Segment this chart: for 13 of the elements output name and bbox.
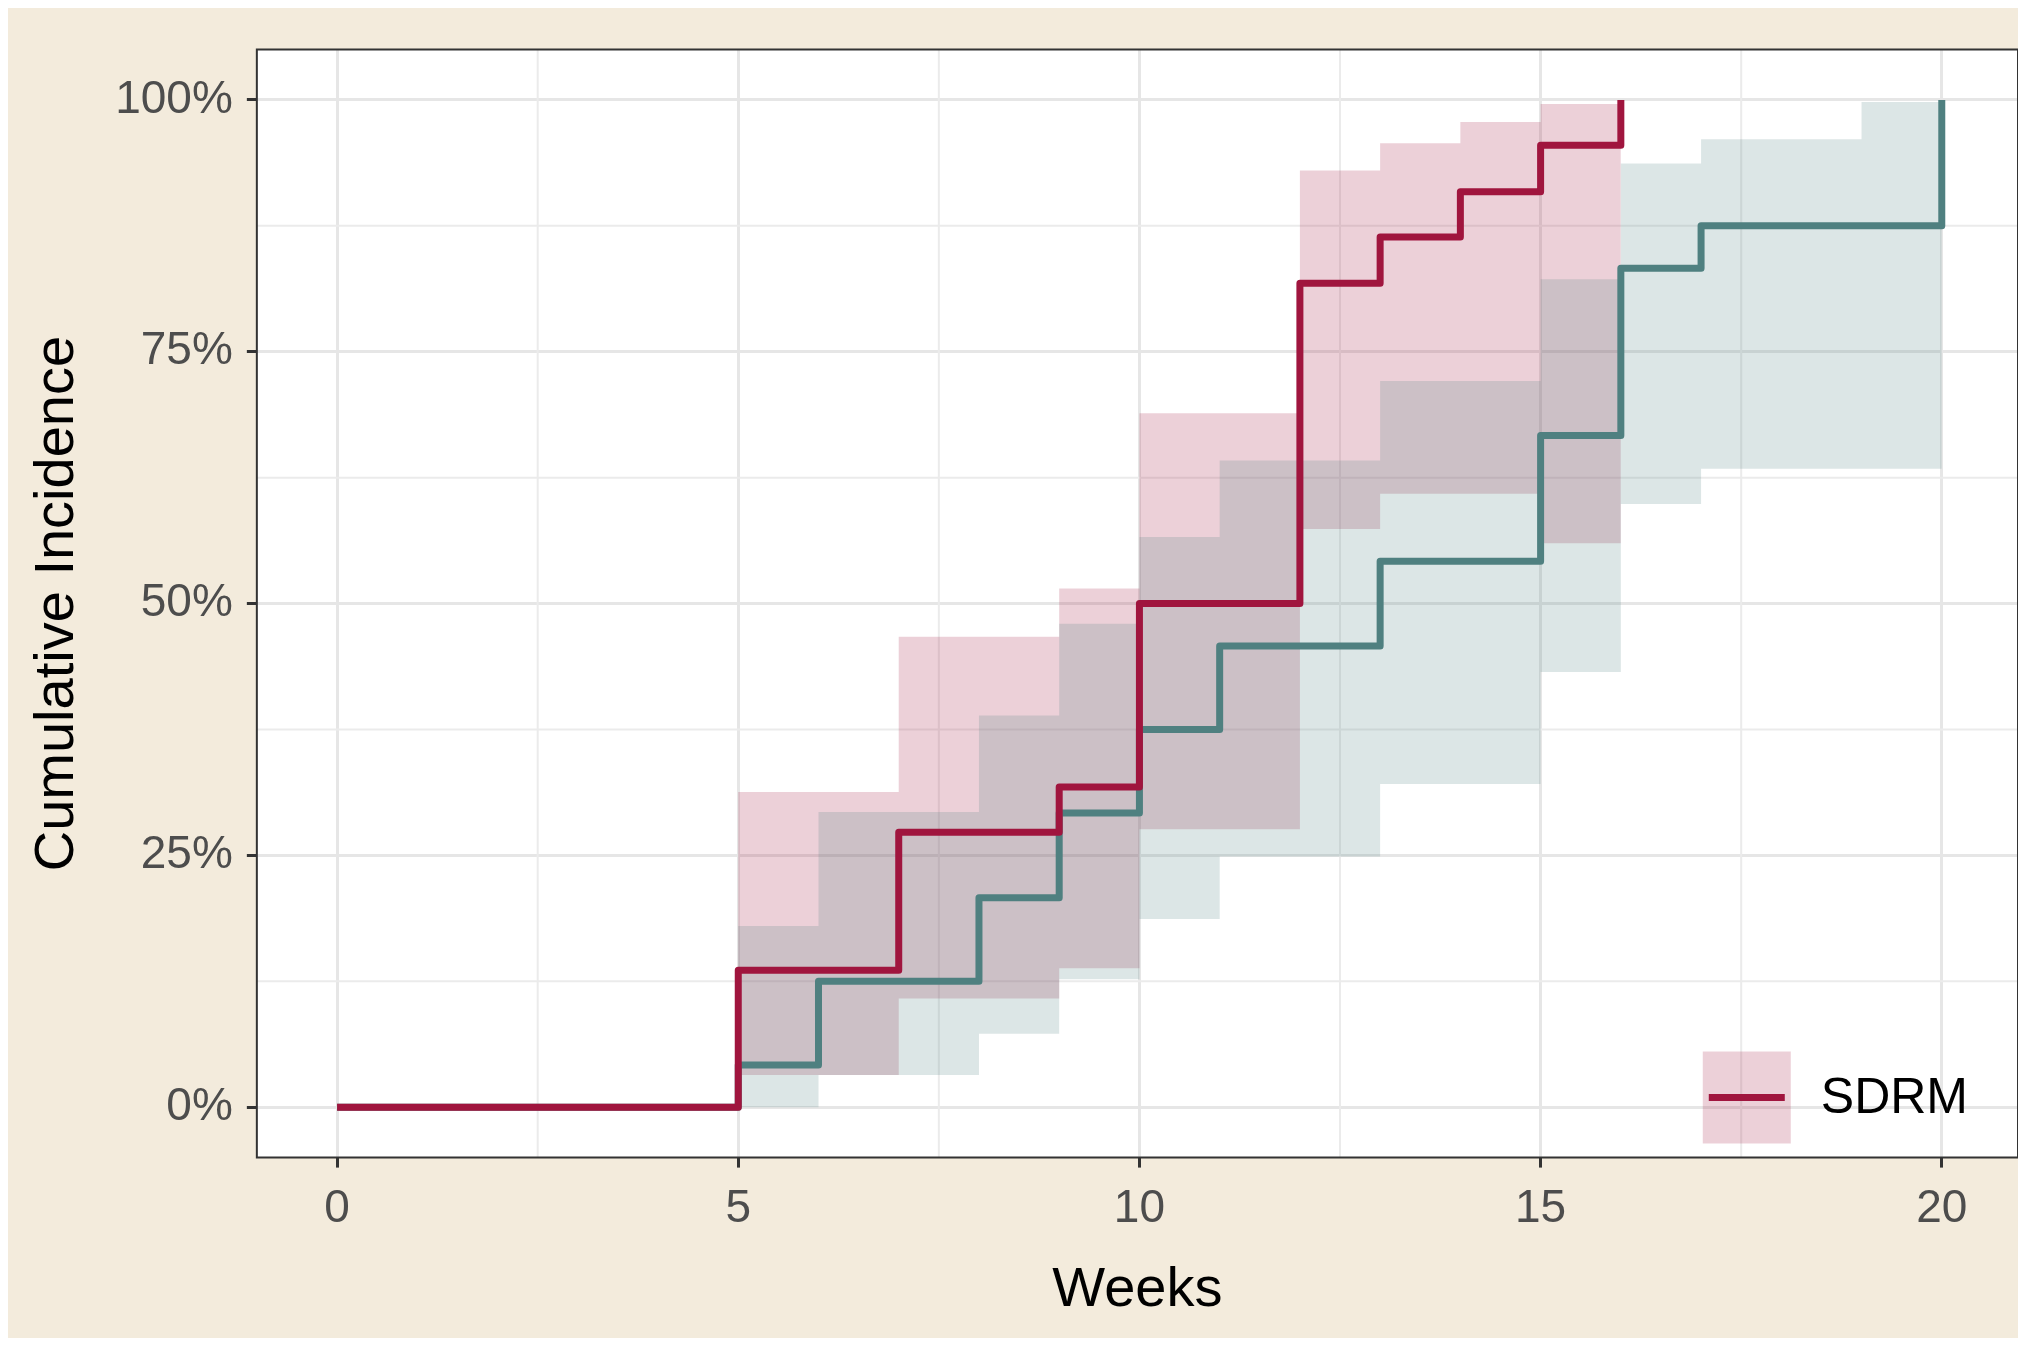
x-tick-label: 0 xyxy=(324,1179,350,1232)
y-tick-label: 25% xyxy=(140,826,233,879)
y-axis-title: Cumulative Incidence xyxy=(22,335,86,872)
x-axis-title: Weeks xyxy=(1052,1254,1223,1318)
y-tick-label: 75% xyxy=(140,322,233,375)
y-tick-label: 0% xyxy=(166,1077,233,1130)
x-tick-label: 20 xyxy=(1916,1179,1968,1232)
x-tick-label: 5 xyxy=(725,1179,752,1232)
x-tick-label: 10 xyxy=(1113,1179,1166,1232)
x-tick-label: 15 xyxy=(1515,1179,1567,1232)
y-tick-label: 50% xyxy=(140,574,233,627)
legend-label: SDRM xyxy=(1820,1068,1968,1125)
y-tick-label: 100% xyxy=(115,70,233,123)
